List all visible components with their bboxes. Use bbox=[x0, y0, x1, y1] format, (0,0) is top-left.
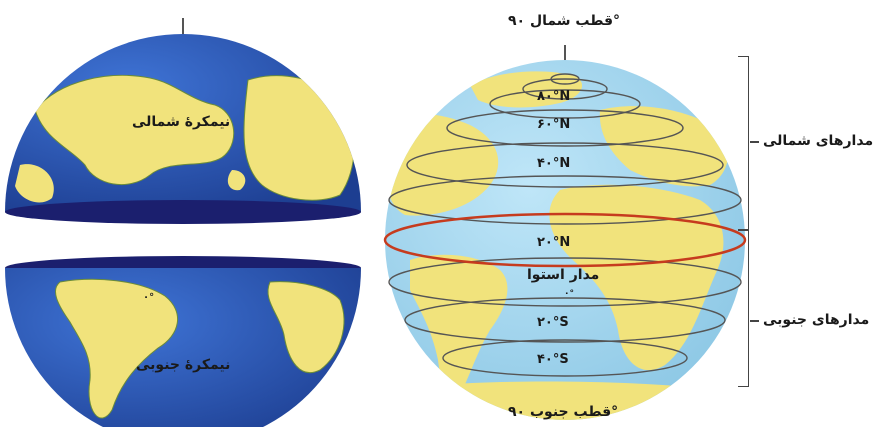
southern-hemisphere bbox=[5, 256, 361, 427]
latitude-20n: ۲۰°N bbox=[537, 235, 571, 250]
southern-latitudes-label: مدارهای جنوبی bbox=[763, 312, 870, 328]
equator-degree: ۰° bbox=[564, 289, 574, 299]
south-pole-label: قطب جنوب ۹۰° bbox=[508, 404, 619, 420]
latitude-60n: ۶۰°N bbox=[537, 117, 571, 132]
latitude-lines bbox=[388, 73, 742, 377]
left-equator-degree: ۰° bbox=[143, 292, 155, 303]
globe bbox=[383, 45, 747, 420]
north-pole-label: قطب شمال ۹۰° bbox=[508, 13, 621, 29]
latitude-40n: ۴۰°N bbox=[537, 156, 571, 171]
northern-bracket-tick bbox=[750, 141, 759, 143]
northern-hemisphere-label: نیمکرهٔ شمالی bbox=[132, 114, 231, 130]
latitude-40s: ۴۰°S bbox=[537, 352, 569, 367]
northern-hemisphere bbox=[5, 18, 361, 224]
equator-label: مدار استوا bbox=[527, 267, 600, 283]
northern-bracket bbox=[738, 56, 749, 230]
equator-line bbox=[383, 212, 747, 268]
southern-bracket-tick bbox=[750, 320, 759, 322]
latitude-20s: ۲۰°S bbox=[537, 315, 569, 330]
southern-hemisphere-label: نیمکرهٔ جنوبی bbox=[136, 357, 231, 373]
southern-bracket bbox=[738, 230, 749, 387]
latitude-80n: ۸۰°N bbox=[537, 89, 571, 104]
south-land bbox=[55, 278, 345, 419]
northern-latitudes-label: مدارهای شمالی bbox=[763, 133, 874, 149]
